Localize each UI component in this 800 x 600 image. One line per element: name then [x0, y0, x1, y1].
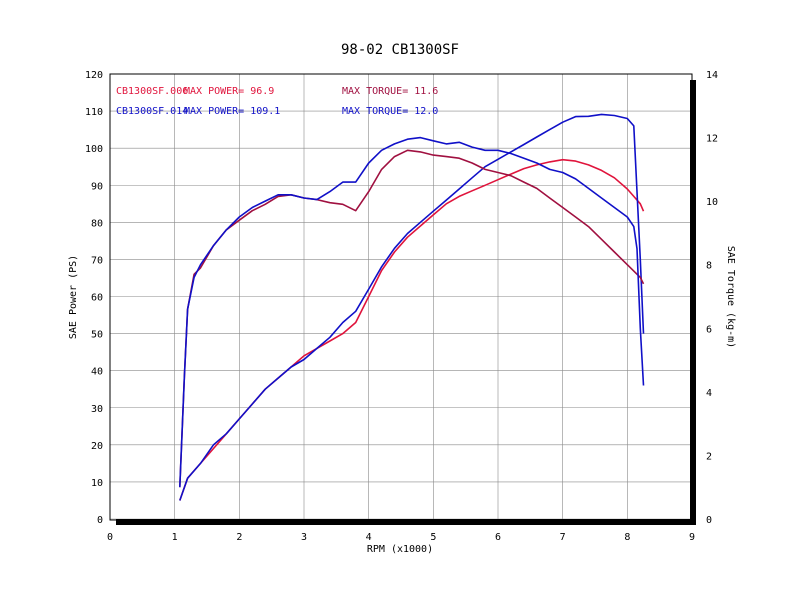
left-tick-60: 60 — [91, 293, 103, 304]
x-tick-2: 2 — [236, 532, 242, 543]
left-tick-50: 50 — [91, 330, 103, 341]
right-tick-2: 2 — [706, 451, 712, 462]
series-torque-2 — [179, 149, 645, 488]
left-tick-70: 70 — [91, 255, 103, 266]
left-tick-10: 10 — [91, 478, 103, 489]
x-tick-6: 6 — [495, 532, 501, 543]
left-tick-30: 30 — [91, 404, 103, 415]
legend-power-006: MAX POWER= 96.9 — [184, 86, 274, 97]
x-axis-bar — [116, 519, 690, 525]
legend-torque-014: MAX TORQUE= 12.0 — [342, 106, 438, 117]
right-axis-label: SAE Torque (kg-m) — [725, 246, 736, 348]
left-tick-20: 20 — [91, 441, 103, 452]
legend-power-014: MAX POWER= 109.1 — [184, 106, 280, 117]
left-tick-110: 110 — [85, 107, 103, 118]
series-lines — [179, 113, 645, 501]
series-torque-3 — [179, 136, 645, 488]
x-tick-1: 1 — [172, 532, 178, 543]
x-tick-4: 4 — [366, 532, 372, 543]
legend-torque-006: MAX TORQUE= 11.6 — [342, 86, 438, 97]
left-axis-label: SAE Power (PS) — [68, 255, 79, 339]
left-tick-0: 0 — [97, 515, 103, 526]
x-tick-5: 5 — [430, 532, 436, 543]
x-axis-label: RPM (x1000) — [367, 544, 433, 555]
right-tick-12: 12 — [706, 134, 718, 145]
x-tick-labels: 0 1 2 3 4 5 6 7 8 9 — [107, 532, 695, 543]
series-power-0 — [179, 158, 645, 501]
chart-title: 98-02 CB1300SF — [341, 42, 459, 58]
x-tick-8: 8 — [624, 532, 630, 543]
right-axis-bar — [690, 80, 696, 525]
x-tick-7: 7 — [560, 532, 566, 543]
right-tick-4: 4 — [706, 388, 712, 399]
series-power-1 — [179, 113, 645, 501]
right-tick-14: 14 — [706, 70, 718, 81]
x-tick-0: 0 — [107, 532, 113, 543]
left-tick-90: 90 — [91, 181, 103, 192]
right-tick-labels: 0 2 4 6 8 10 12 14 — [706, 70, 718, 526]
left-tick-80: 80 — [91, 218, 103, 229]
left-tick-labels: 0 10 20 30 40 50 60 70 80 90 100 110 120 — [85, 70, 103, 526]
right-tick-8: 8 — [706, 261, 712, 272]
left-tick-40: 40 — [91, 367, 103, 378]
legend: CB1300SF.006 MAX POWER= 96.9 MAX TORQUE=… — [116, 86, 438, 117]
legend-label-006: CB1300SF.006 — [116, 86, 188, 97]
left-tick-100: 100 — [85, 144, 103, 155]
right-tick-10: 10 — [706, 197, 718, 208]
x-tick-9: 9 — [689, 532, 695, 543]
x-tick-3: 3 — [301, 532, 307, 543]
legend-label-014: CB1300SF.014 — [116, 106, 188, 117]
right-tick-6: 6 — [706, 324, 712, 335]
left-tick-120: 120 — [85, 70, 103, 81]
right-tick-0: 0 — [706, 515, 712, 526]
